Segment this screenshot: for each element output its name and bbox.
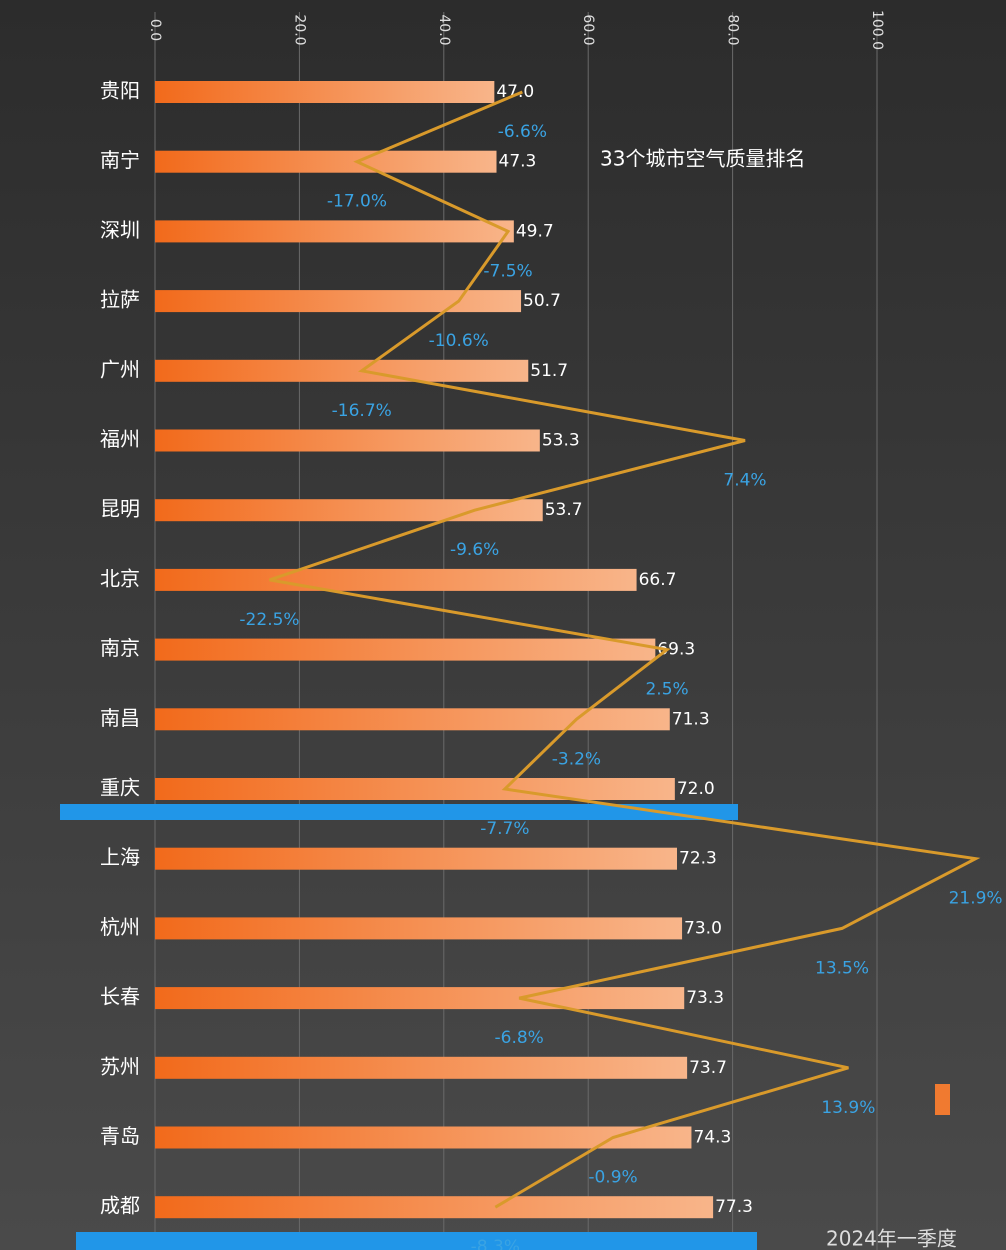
bar (155, 778, 675, 800)
y-tick-label: 长春 (100, 985, 140, 1009)
change-label: -3.2% (552, 749, 601, 769)
change-label: 21.9% (949, 889, 1003, 909)
change-label: -8.3% (471, 1237, 520, 1250)
y-tick-label: 成都 (100, 1194, 140, 1218)
value-label: 53.7 (545, 500, 583, 520)
bar (155, 847, 678, 870)
y-tick-label: 杭州 (100, 915, 140, 939)
change-line (269, 90, 981, 1209)
change-label: -7.7% (480, 819, 529, 839)
change-label: -10.6% (429, 331, 489, 351)
change-label: -6.6% (498, 122, 547, 142)
value-label: 72.3 (679, 849, 717, 869)
value-label: 71.3 (672, 709, 710, 729)
bar (155, 429, 540, 452)
bar (155, 1126, 692, 1149)
bar (155, 638, 656, 661)
x-tick-label: 0.0 (147, 19, 163, 41)
y-tick-label: 贵阳 (100, 79, 140, 103)
value-label: 73.3 (686, 988, 724, 1008)
change-label: -9.6% (450, 540, 499, 560)
bar (155, 220, 514, 243)
legend-swatch (935, 1084, 950, 1115)
bar (155, 290, 522, 313)
bar (155, 499, 543, 522)
y-tick-label: 昆明 (100, 497, 140, 521)
change-label: 13.9% (821, 1098, 875, 1118)
value-label: 74.3 (693, 1128, 731, 1148)
bar (155, 917, 683, 940)
bar (155, 359, 529, 382)
value-label: 66.7 (639, 570, 677, 590)
chart-title: 33个城市空气质量排名 (600, 147, 805, 171)
value-label: 72.0 (677, 779, 715, 799)
highlight-band (76, 1232, 757, 1250)
value-label: 49.7 (516, 221, 554, 241)
y-tick-label: 北京 (100, 566, 140, 590)
value-label: 73.7 (689, 1058, 727, 1078)
y-tick-label: 上海 (100, 845, 140, 869)
value-label: 73.0 (684, 918, 722, 938)
value-label: 47.3 (499, 152, 537, 172)
value-label: 47.0 (496, 82, 534, 102)
bar (155, 987, 685, 1010)
y-tick-label: 重庆 (100, 776, 140, 800)
y-tick-label: 南宁 (100, 148, 140, 172)
bar (155, 1056, 688, 1079)
change-label: -7.5% (483, 261, 532, 281)
value-label: 53.3 (542, 431, 580, 451)
change-label: -6.8% (495, 1028, 544, 1048)
bar (155, 708, 670, 731)
change-label: -22.5% (239, 610, 299, 630)
y-tick-label: 福州 (100, 427, 140, 451)
change-label: -0.9% (588, 1168, 637, 1188)
change-label: -17.0% (327, 192, 387, 212)
x-tick-label: 60.0 (580, 14, 596, 45)
y-tick-label: 南京 (100, 636, 140, 660)
change-label: 13.5% (815, 958, 869, 978)
x-tick-label: 100.0 (869, 10, 885, 50)
value-label: 77.3 (715, 1197, 753, 1217)
x-tick-label: 20.0 (291, 14, 307, 45)
bar (155, 81, 495, 103)
bar (155, 150, 497, 173)
y-tick-label: 南昌 (100, 706, 140, 730)
value-label: 51.7 (530, 361, 568, 381)
change-label: -16.7% (332, 401, 392, 421)
value-label: 69.3 (657, 640, 695, 660)
bar (155, 568, 637, 591)
subtitle: 2024年一季度 (826, 1227, 957, 1250)
value-label: 50.7 (523, 291, 561, 311)
y-tick-label: 苏州 (100, 1054, 140, 1078)
y-tick-label: 广州 (100, 357, 140, 381)
highlight-band (60, 804, 738, 820)
x-tick-label: 80.0 (725, 14, 741, 45)
change-label: 2.5% (645, 680, 688, 700)
x-tick-label: 40.0 (436, 14, 452, 45)
y-tick-label: 青岛 (100, 1124, 140, 1148)
y-tick-label: 拉萨 (100, 288, 140, 312)
y-tick-label: 深圳 (100, 218, 140, 242)
bar (155, 1196, 714, 1219)
change-label: 7.4% (723, 471, 766, 491)
